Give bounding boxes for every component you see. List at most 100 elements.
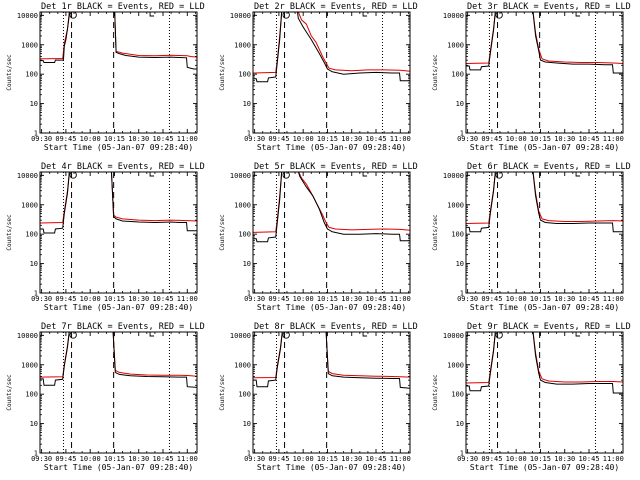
x-tick-label: 09:30	[31, 455, 52, 463]
x-tick-label: 10:00	[506, 135, 527, 143]
x-tick-label: 10:30	[128, 135, 149, 143]
x-tick-label: 09:45	[481, 455, 502, 463]
y-ticks: 1 10 100 1000 10000	[443, 332, 623, 458]
x-ticks: 09:30 09:45 10:00 10:15 10:30 10:45 11:00	[31, 12, 198, 143]
y-tick-label: 10000	[443, 12, 464, 20]
x-ticks: 09:30 09:45 10:00 10:15 10:30 10:45 11:00	[457, 332, 624, 463]
x-tick-label: 10:45	[152, 455, 173, 463]
marker-lines	[488, 12, 596, 133]
x-tick-label: 11:00	[390, 295, 411, 303]
lld-series-line	[40, 12, 197, 60]
series-lines	[466, 12, 623, 74]
x-tick-label: 10:45	[152, 295, 173, 303]
x-tick-label: 10:15	[317, 135, 338, 143]
y-ticks: 1 10 100 1000 10000	[17, 172, 197, 298]
events-series-line	[40, 172, 197, 234]
x-tick-label: 10:30	[554, 455, 575, 463]
x-tick-label: 10:15	[317, 455, 338, 463]
series-lines	[40, 12, 197, 70]
y-tick-label: 10	[456, 260, 464, 268]
y-tick-label: 10000	[17, 332, 38, 340]
marker-lines	[62, 12, 170, 133]
y-tick-label: 10	[243, 260, 251, 268]
x-tick-label: 11:00	[177, 455, 198, 463]
x-tick-label: 09:30	[457, 295, 478, 303]
x-axis-label: Start Time (05-Jan-07 09:28:40)	[257, 463, 406, 472]
chart-panel: Det 2r BLACK = Events, RED = LLD Counts/s…	[219, 2, 418, 152]
plot-frame	[465, 11, 624, 134]
x-tick-label: 10:00	[80, 135, 101, 143]
x-tick-label: 10:15	[530, 135, 551, 143]
y-tick-label: 1	[460, 450, 464, 458]
x-axis-label: Start Time (05-Jan-07 09:28:40)	[470, 463, 619, 472]
x-tick-label: 11:00	[603, 455, 624, 463]
x-tick-label: 10:45	[578, 295, 599, 303]
y-tick-label: 1	[34, 290, 38, 298]
y-tick-label: 1000	[21, 361, 38, 369]
corner-marker-glyph	[149, 332, 155, 337]
y-axis-label: Counts/sec	[219, 214, 226, 251]
events-series-line	[253, 172, 410, 243]
y-axis-label: Counts/sec	[6, 214, 13, 251]
corner-marker-glyph	[149, 172, 155, 177]
y-ticks: 1 10 100 1000 10000	[443, 172, 623, 298]
y-tick-label: 10	[456, 100, 464, 108]
x-tick-label: 10:15	[104, 455, 125, 463]
x-tick-label: 10:30	[341, 135, 362, 143]
y-tick-label: 10	[30, 420, 38, 428]
events-series-line	[40, 12, 197, 70]
x-tick-label: 10:00	[506, 295, 527, 303]
y-tick-label: 10000	[443, 332, 464, 340]
x-tick-label: 10:15	[317, 295, 338, 303]
plot-frame	[39, 171, 198, 294]
chart-panel: Det 8r BLACK = Events, RED = LLD Counts/s…	[219, 322, 418, 472]
y-axis-label: Counts/sec	[432, 374, 439, 411]
y-tick-label: 1	[460, 130, 464, 138]
y-tick-label: 100	[25, 231, 38, 239]
y-tick-label: 1000	[234, 201, 251, 209]
x-tick-label: 10:30	[341, 295, 362, 303]
corner-marker-glyph	[575, 12, 581, 17]
y-tick-label: 1000	[447, 361, 464, 369]
y-tick-label: 100	[451, 391, 464, 399]
y-tick-label: 1	[247, 130, 251, 138]
series-lines	[253, 332, 410, 389]
corner-marker-glyph	[575, 172, 581, 177]
x-tick-label: 10:30	[128, 295, 149, 303]
marker-lines	[488, 172, 596, 293]
y-ticks: 1 10 100 1000 10000	[230, 172, 410, 298]
series-lines	[253, 172, 410, 243]
x-ticks: 09:30 09:45 10:00 10:15 10:30 10:45 11:00	[457, 12, 624, 143]
y-axis-label: Counts/sec	[432, 214, 439, 251]
y-tick-label: 1000	[447, 201, 464, 209]
chart-title: Det 2r BLACK = Events, RED = LLD	[254, 2, 418, 12]
chart-panel: Det 4r BLACK = Events, RED = LLD Counts/s…	[6, 162, 205, 312]
corner-marker-glyph	[362, 12, 368, 17]
y-tick-label: 100	[238, 71, 251, 79]
y-tick-label: 10	[243, 100, 251, 108]
x-tick-label: 09:45	[268, 295, 289, 303]
marker-lines	[275, 332, 383, 453]
x-tick-label: 09:45	[55, 455, 76, 463]
x-tick-label: 10:00	[80, 455, 101, 463]
x-tick-label: 09:30	[457, 135, 478, 143]
x-tick-label: 09:30	[31, 295, 52, 303]
x-tick-label: 11:00	[177, 135, 198, 143]
y-tick-label: 100	[25, 391, 38, 399]
y-ticks: 1 10 100 1000 10000	[17, 332, 197, 458]
y-ticks: 1 10 100 1000 10000	[230, 12, 410, 138]
x-tick-label: 10:00	[293, 455, 314, 463]
plot-frame	[252, 171, 411, 294]
x-axis-label: Start Time (05-Jan-07 09:28:40)	[470, 143, 619, 152]
x-axis-label: Start Time (05-Jan-07 09:28:40)	[44, 463, 193, 472]
chart-title: Det 9r BLACK = Events, RED = LLD	[467, 322, 631, 332]
y-tick-label: 10000	[443, 172, 464, 180]
y-tick-label: 100	[451, 231, 464, 239]
y-tick-label: 10	[243, 420, 251, 428]
x-tick-label: 10:00	[293, 295, 314, 303]
corner-marker-glyph	[149, 12, 155, 17]
y-ticks: 1 10 100 1000 10000	[230, 332, 410, 458]
y-tick-label: 100	[238, 231, 251, 239]
x-tick-label: 09:30	[457, 455, 478, 463]
